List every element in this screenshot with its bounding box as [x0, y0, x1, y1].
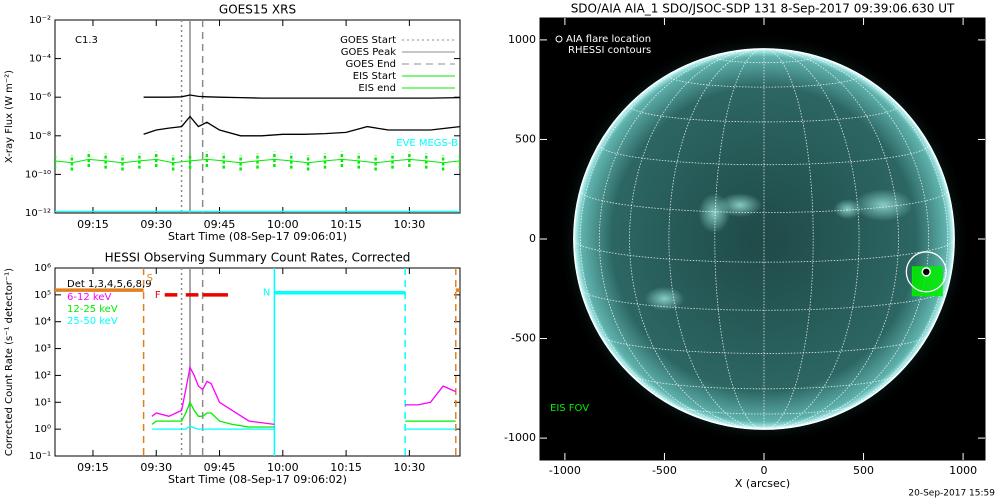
x-tick-label: 09:30: [140, 218, 172, 231]
plot-area: [55, 268, 460, 456]
x-tick-label: 09:30: [140, 461, 172, 474]
y-tick-label: 0: [529, 232, 536, 245]
y-tick-label: 10⁴: [34, 317, 51, 328]
annotation: C1.3: [75, 35, 98, 46]
y-tick-label: 10⁻⁶: [29, 92, 51, 103]
x-tick-label: 10:30: [394, 218, 426, 231]
x-tick-label: 09:15: [77, 218, 109, 231]
footer-timestamp: 20-Sep-2017 15:59: [908, 489, 995, 499]
x-tick-label: 10:00: [267, 461, 299, 474]
active-region: [644, 286, 685, 311]
y-tick-label: 10⁻¹²: [25, 208, 51, 219]
flag-label: S: [147, 273, 153, 284]
y-tick-label: 10²: [34, 370, 51, 381]
x-tick-label: -1000: [549, 464, 581, 477]
longitude-line: [763, 48, 930, 430]
y-tick-label: 500: [515, 132, 536, 145]
y-tick-label: 10⁶: [34, 263, 51, 274]
x-axis-label: Start Time (08-Sep-17 09:06:02): [168, 473, 347, 486]
flare-location: [921, 267, 932, 277]
legend-label: GOES Start: [340, 35, 396, 46]
legend-label: GOES End: [346, 59, 396, 70]
longitude-line: [714, 48, 764, 430]
legend-symbol: [555, 35, 563, 43]
data-line: [151, 365, 457, 426]
x-tick-label: 10:15: [330, 218, 362, 231]
y-tick-label: 10⁻¹: [29, 451, 51, 462]
legend-label: 12-25 keV: [67, 304, 118, 315]
latitude-line: [579, 287, 949, 311]
x-tick-label: 10:30: [394, 461, 426, 474]
flag-label: N: [263, 288, 270, 299]
x-axis-label: X (arcsec): [735, 477, 790, 490]
y-tick-label: 10⁻⁴: [29, 54, 51, 65]
x-tick-label: 09:45: [204, 218, 236, 231]
legend-label: 25-50 keV: [67, 316, 118, 327]
active-region: [853, 189, 914, 222]
plot-frame: [54, 267, 461, 457]
legend-title: Det 1,3,4,5,6,8,9: [67, 279, 152, 290]
y-tick-label: 10⁻¹⁰: [25, 169, 51, 180]
eis-label: EIS FOV: [550, 403, 589, 414]
y-tick-label: 10⁻⁸: [29, 131, 51, 142]
active-region: [833, 199, 862, 220]
plot-area: [55, 20, 460, 213]
data-line: [143, 94, 460, 99]
legend-label: EIS end: [358, 83, 396, 94]
longitude-line: [629, 48, 764, 430]
latitude-line: [668, 75, 860, 88]
rhessi-contour: [905, 251, 947, 293]
chart-title: SDO/AIA AIA_1 SDO/JSOC-SDP 131 8-Sep-201…: [571, 2, 955, 16]
y-tick-label: 10⁰: [34, 424, 51, 435]
latitude-line: [598, 144, 930, 166]
x-tick-label: 10:15: [330, 461, 362, 474]
data-line: [151, 400, 456, 428]
legend-label: GOES Peak: [341, 47, 396, 58]
x-tick-label: 0: [760, 464, 767, 477]
legend-label: EIS Start: [353, 71, 396, 82]
x-axis-label: Start Time (08-Sep-17 09:06:01): [168, 230, 347, 243]
x-tick-label: 09:45: [204, 461, 236, 474]
flag-label: F: [155, 290, 161, 301]
x-tick-label: 10:00: [267, 218, 299, 231]
x-tick-label: 1000: [949, 464, 977, 477]
latitude-line: [579, 190, 949, 213]
longitude-line: [763, 48, 899, 430]
x-tick-label: 09:15: [77, 461, 109, 474]
y-tick-label: 10⁻²: [29, 15, 51, 26]
data-line: [152, 425, 456, 430]
y-tick-label: -1000: [504, 431, 536, 444]
solar-limb: [573, 48, 955, 430]
longitude-line: [598, 48, 764, 430]
y-axis-label: Corrected Count Rate (s⁻¹ detector⁻¹): [4, 268, 15, 456]
chart-title: GOES15 XRS: [219, 3, 296, 17]
longitude-line: [579, 48, 764, 430]
longitude-line: [763, 48, 949, 430]
latitude-line: [573, 238, 955, 263]
y-tick-label: 10³: [34, 344, 51, 355]
legend-label: RHESSI contours: [568, 45, 651, 56]
legend-label: 6-12 keV: [67, 292, 111, 303]
plot-frame: [54, 19, 461, 214]
y-tick-label: 1000: [508, 33, 536, 46]
legend-label: AIA flare location: [566, 34, 651, 45]
y-tick-label: 10¹: [34, 397, 51, 408]
data-line: [55, 158, 460, 164]
x-tick-label: 500: [853, 464, 874, 477]
annotation: EVE MEGS-B: [396, 138, 458, 149]
latitude-line: [598, 333, 930, 354]
chart-title: HESSI Observing Summary Count Rates, Cor…: [105, 251, 411, 265]
y-tick-label: 10⁵: [34, 290, 51, 301]
y-axis-label: X-ray Flux (W m⁻²): [4, 70, 15, 163]
x-tick-label: -500: [652, 464, 677, 477]
longitude-line: [763, 48, 814, 430]
data-line: [143, 115, 460, 137]
active-region: [698, 193, 731, 234]
solar-image: [558, 33, 970, 445]
y-tick-label: -500: [511, 332, 536, 345]
